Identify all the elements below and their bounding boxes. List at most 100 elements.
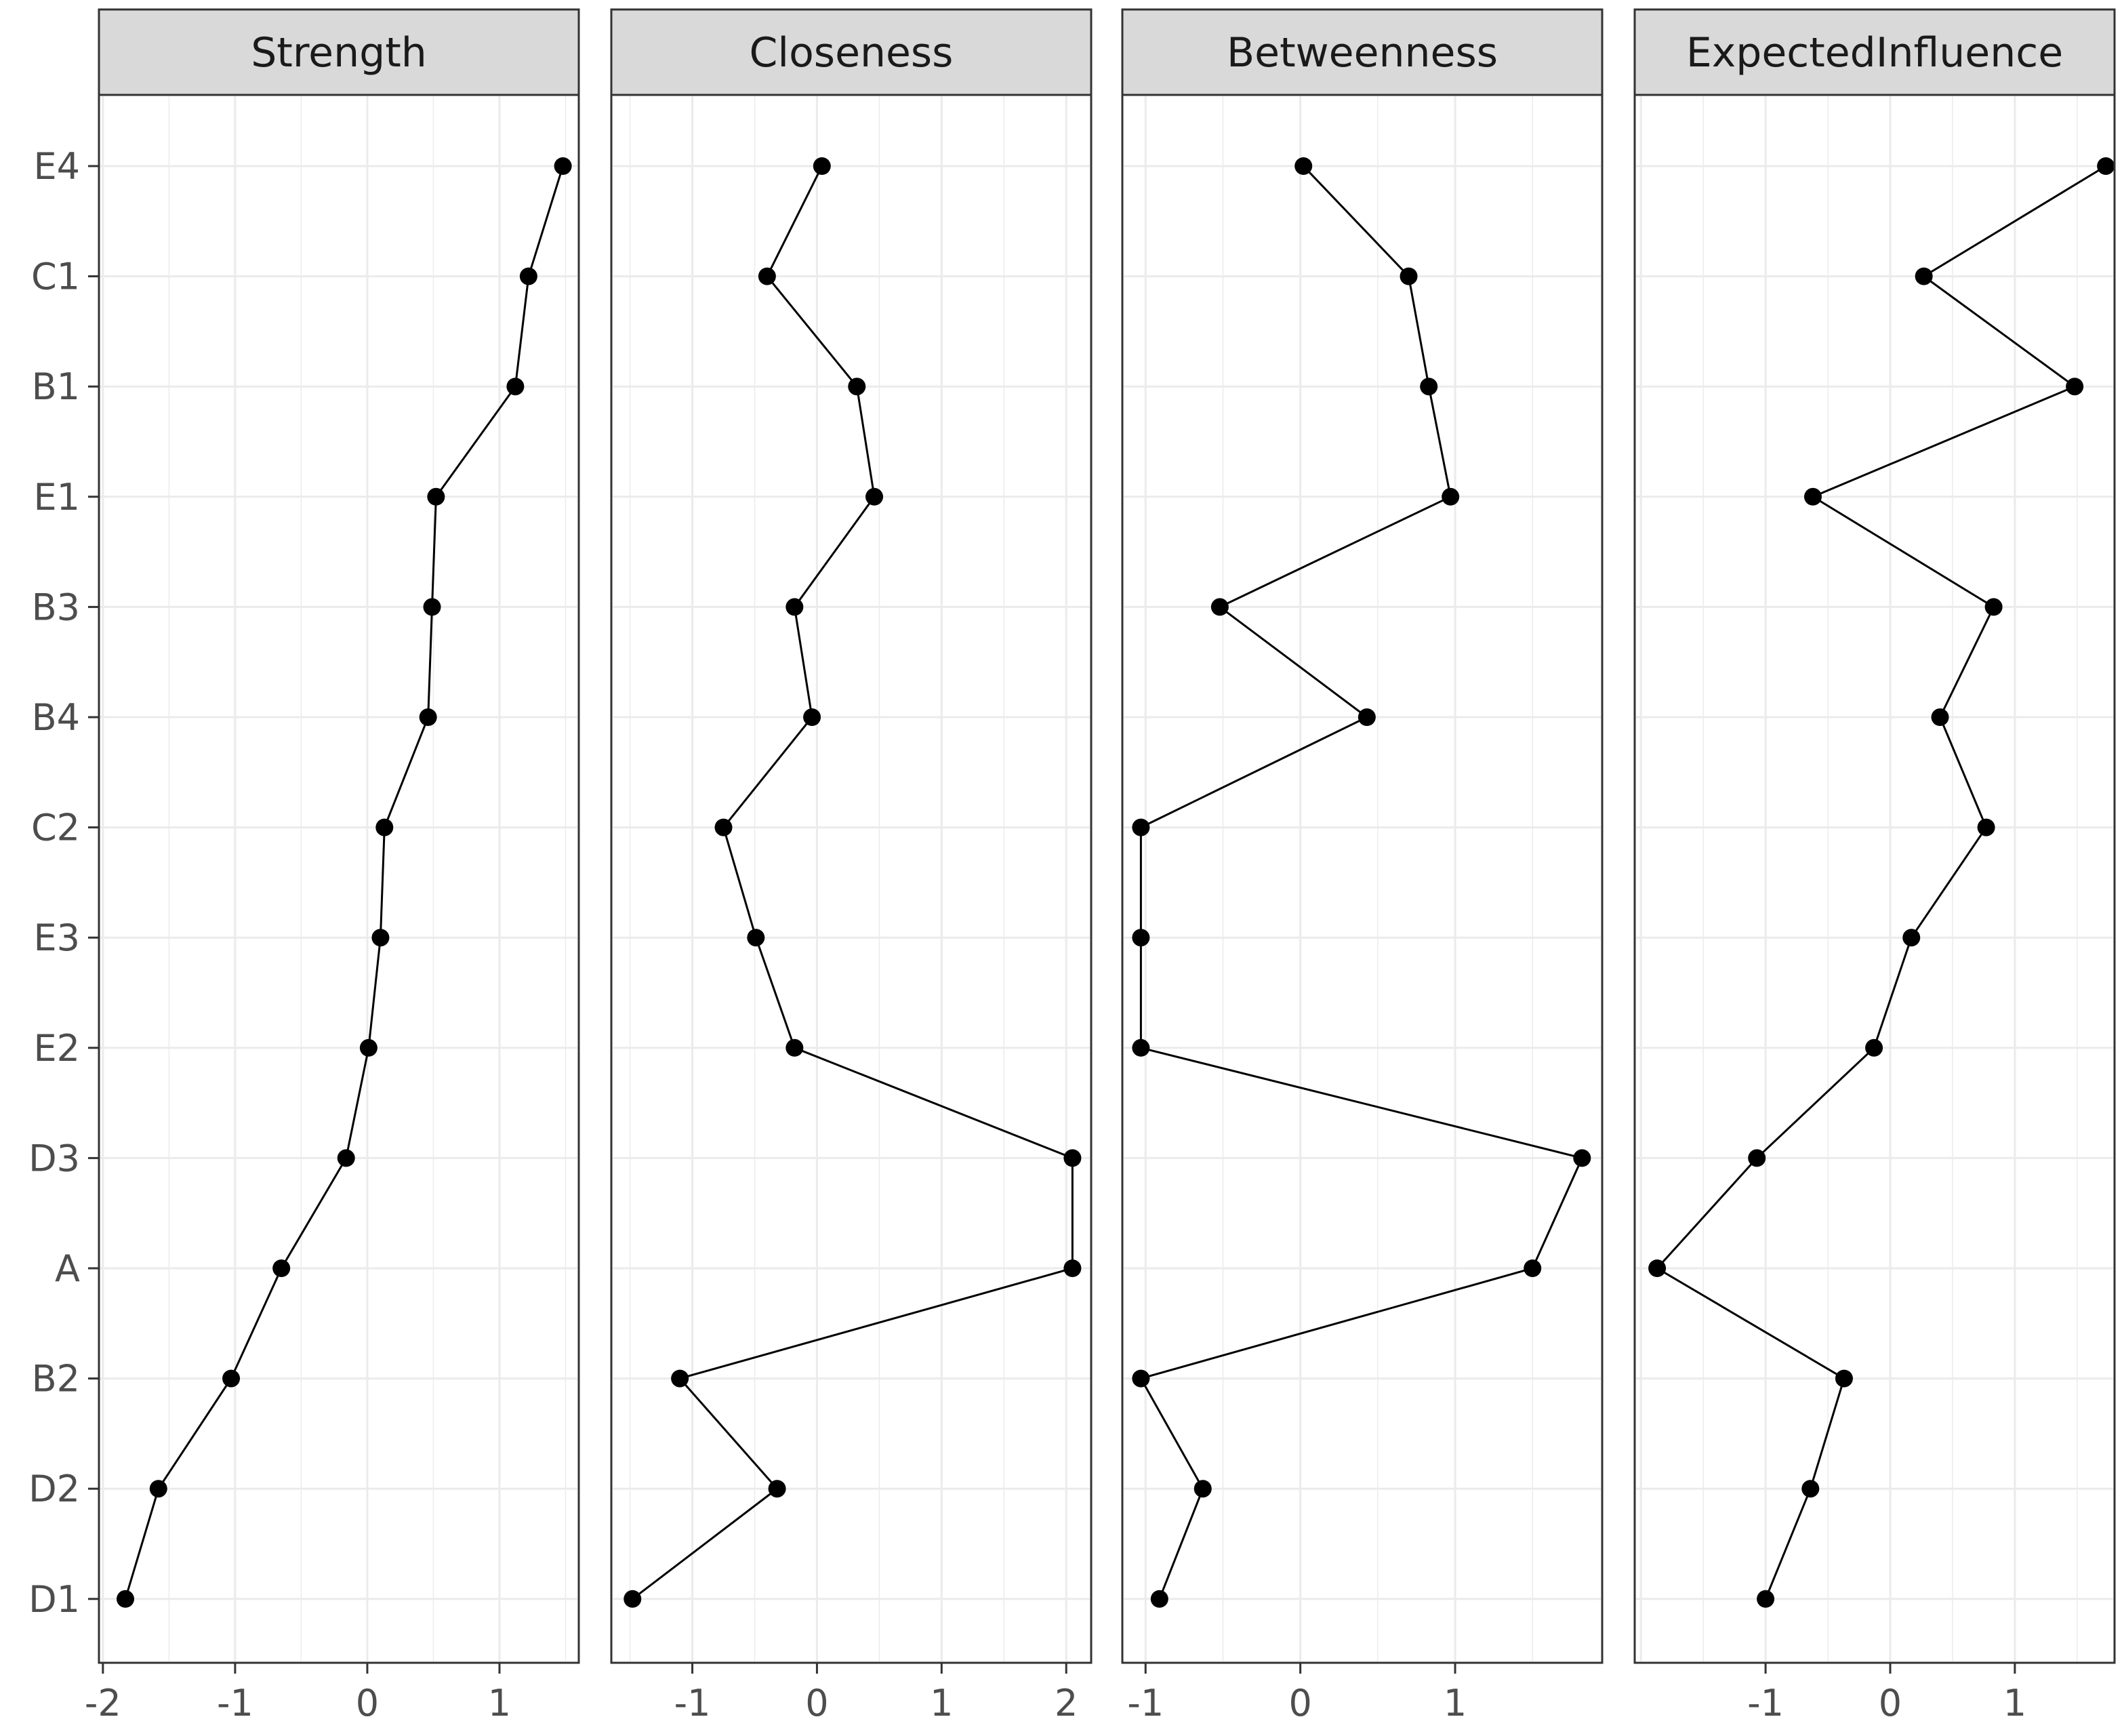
point-strength-e4 (554, 157, 572, 175)
point-betweenness-e4 (1294, 157, 1313, 175)
point-betweenness-b1 (1420, 378, 1438, 396)
point-closeness-d3 (1063, 1149, 1082, 1167)
point-expectedinfluence-c1 (1915, 267, 1933, 285)
y-tick-label-d1: D1 (28, 1578, 80, 1621)
point-betweenness-c2 (1132, 818, 1150, 836)
y-tick-label-b1: B1 (32, 365, 80, 408)
point-betweenness-d1 (1150, 1590, 1168, 1608)
point-expectedinfluence-b3 (1984, 598, 2003, 616)
point-closeness-d1 (624, 1590, 642, 1608)
x-tick-label: 1 (930, 1682, 953, 1724)
series-line-betweenness (1139, 165, 1584, 1600)
series-line-strength (124, 165, 565, 1600)
x-tick-label: 0 (1879, 1682, 1902, 1724)
strip-title-strength: Strength (251, 29, 427, 77)
strip-closeness (610, 8, 1093, 96)
point-closeness-e1 (865, 487, 884, 506)
x-tick-label: 2 (1055, 1682, 1078, 1724)
y-tick-label-d2: D2 (28, 1468, 80, 1510)
point-strength-e3 (371, 929, 390, 947)
point-closeness-b1 (848, 378, 866, 396)
y-tick-label-e4: E4 (34, 145, 80, 188)
point-closeness-c2 (714, 818, 733, 836)
point-strength-d2 (149, 1480, 167, 1498)
y-tick-label-b4: B4 (32, 696, 80, 739)
x-tick-label: -1 (1127, 1682, 1164, 1724)
x-tick-label: 0 (805, 1682, 828, 1724)
point-strength-c2 (375, 818, 394, 836)
point-strength-c1 (519, 267, 537, 285)
point-strength-b3 (423, 598, 441, 616)
panel-betweenness: Betweenness -1 0 1 (1121, 8, 1604, 1724)
point-closeness-e2 (785, 1038, 804, 1057)
panel-background (1633, 94, 2116, 1664)
point-strength-d1 (117, 1590, 135, 1608)
point-expectedinfluence-b2 (1835, 1369, 1853, 1388)
x-tick-label: 0 (1288, 1682, 1311, 1724)
point-strength-e2 (359, 1038, 378, 1057)
panel-closeness: Closeness -1 0 1 2 (610, 8, 1093, 1724)
point-expectedinfluence-e4 (2097, 157, 2115, 175)
panel-background (98, 94, 580, 1664)
point-expectedinfluence-b4 (1931, 708, 1949, 726)
point-expectedinfluence-e1 (1803, 487, 1822, 506)
point-strength-b2 (222, 1369, 241, 1388)
point-betweenness-b2 (1132, 1369, 1150, 1388)
gridlines (613, 96, 1090, 1661)
x-tick-label: 1 (1444, 1682, 1467, 1724)
point-expectedinfluence-d2 (1801, 1480, 1820, 1498)
panel-expectedinfluence: ExpectedInfluence -1 0 1 (1633, 8, 2116, 1724)
point-expectedinfluence-c2 (1977, 818, 1995, 836)
y-tick-label-c1: C1 (31, 256, 80, 298)
gridlines (100, 96, 577, 1661)
point-betweenness-a (1524, 1259, 1542, 1277)
x-tick-label: 1 (488, 1682, 511, 1724)
y-tick-label-a: A (55, 1247, 80, 1290)
y-tick-label-e1: E1 (34, 476, 80, 519)
strip-strength (98, 8, 580, 96)
x-tick-label: -1 (1747, 1682, 1784, 1724)
point-closeness-b2 (671, 1369, 689, 1388)
point-betweenness-b4 (1358, 708, 1376, 726)
strip-title-betweenness: Betweenness (1227, 29, 1498, 77)
point-closeness-a (1063, 1259, 1082, 1277)
point-closeness-b3 (785, 598, 804, 616)
x-tick-label: -1 (674, 1682, 711, 1724)
y-tick-label-b3: B3 (32, 586, 80, 628)
point-closeness-b4 (803, 708, 821, 726)
point-closeness-d2 (768, 1480, 786, 1498)
point-expectedinfluence-d3 (1748, 1149, 1766, 1167)
y-tick-label-d3: D3 (28, 1137, 80, 1179)
panel-border (610, 94, 1093, 1664)
point-expectedinfluence-b1 (2066, 378, 2084, 396)
y-axis: E4 C1 B1 E1 B3 B4 C2 E3 E2 D3 A B2 D2 D1 (28, 145, 99, 1621)
point-strength-b4 (419, 708, 437, 726)
x-tick-label: 1 (2003, 1682, 2026, 1724)
point-expectedinfluence-d1 (1757, 1590, 1775, 1608)
panel-border (98, 94, 580, 1664)
gridlines (1124, 96, 1601, 1661)
point-expectedinfluence-e3 (1902, 929, 1921, 947)
panels: Strength -2 -1 0 1 Closeness -1 0 1 2 Betweenness -… (85, 8, 2116, 1724)
y-tick-label-b2: B2 (32, 1358, 80, 1400)
point-betweenness-e2 (1132, 1038, 1150, 1057)
panel-background (610, 94, 1093, 1664)
point-expectedinfluence-a (1648, 1259, 1667, 1277)
point-strength-a (272, 1259, 291, 1277)
panel-border (1121, 94, 1604, 1664)
panel-strength: Strength -2 -1 0 1 (85, 8, 580, 1724)
point-betweenness-e1 (1442, 487, 1460, 506)
point-closeness-c1 (758, 267, 776, 285)
point-betweenness-d2 (1193, 1480, 1212, 1498)
panel-border (1633, 94, 2116, 1664)
series-line-expectedinfluence (1655, 165, 2106, 1600)
point-closeness-e4 (813, 157, 831, 175)
y-tick-label-c2: C2 (31, 807, 80, 849)
point-betweenness-c1 (1400, 267, 1418, 285)
point-betweenness-d3 (1573, 1149, 1591, 1167)
y-tick-label-e3: E3 (34, 916, 80, 959)
point-strength-e1 (427, 487, 445, 506)
point-betweenness-b3 (1210, 598, 1229, 616)
point-strength-b1 (506, 378, 525, 396)
